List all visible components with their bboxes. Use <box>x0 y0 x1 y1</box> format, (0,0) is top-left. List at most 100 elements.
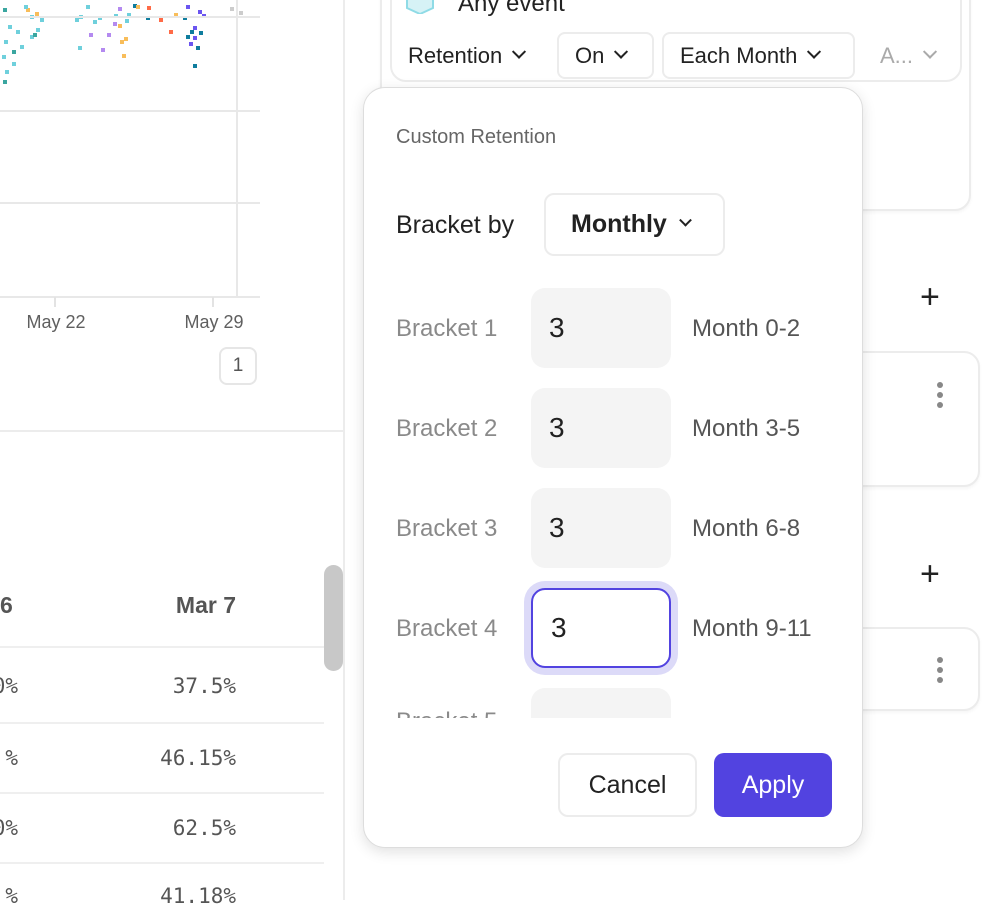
page-button[interactable]: 1 <box>219 347 257 385</box>
scatter-point <box>101 48 105 52</box>
apply-button[interactable]: Apply <box>714 753 832 817</box>
scatter-point <box>127 13 131 17</box>
x-tick <box>54 297 56 307</box>
scatter-point <box>8 25 12 29</box>
bracket-by-select[interactable]: Monthly <box>544 193 725 256</box>
table-cell: % <box>5 746 18 770</box>
chevron-down-icon <box>807 44 822 59</box>
table-cell: 41.18% <box>160 884 236 908</box>
bracket-1-input[interactable]: 3 <box>531 288 671 368</box>
scatter-point <box>75 18 79 22</box>
scatter-point <box>89 33 93 37</box>
row-divider <box>0 862 324 864</box>
bracket-list: Bracket 1 3 Month 0-2 Bracket 2 3 Month … <box>364 278 864 718</box>
scatter-point <box>239 11 243 15</box>
bracket-label: Bracket 5 <box>396 708 497 718</box>
event-hexagon-icon <box>406 0 434 14</box>
scatter-point <box>146 16 150 20</box>
more-dropdown[interactable]: A... <box>862 32 953 79</box>
column-header: Mar 7 <box>175 592 236 618</box>
popover-title: Custom Retention <box>396 126 557 148</box>
custom-retention-popover: Custom Retention Bracket by Monthly Brac… <box>363 87 863 848</box>
scatter-point <box>113 22 117 26</box>
table-cell: 46.15% <box>160 746 236 770</box>
dropdown-label: A... <box>880 42 914 68</box>
dropdown-label: On <box>575 42 605 68</box>
more-options-icon[interactable] <box>937 657 943 683</box>
gridline <box>0 202 260 204</box>
bracket-4-input[interactable]: 3 <box>531 588 671 668</box>
scatter-point <box>16 30 20 34</box>
more-options-icon[interactable] <box>937 382 943 408</box>
scatter-point <box>40 18 44 22</box>
add-icon[interactable]: + <box>920 555 940 593</box>
scatter-point <box>186 35 190 39</box>
bracket-range: Month 9-11 <box>692 615 812 642</box>
dropdown-label: Each Month <box>680 42 798 68</box>
scatter-point <box>26 8 30 12</box>
scatter-point <box>3 80 7 84</box>
scatter-point <box>125 19 129 23</box>
scatter-point <box>230 7 234 11</box>
chevron-down-icon <box>678 213 692 227</box>
scatter-point <box>193 36 197 40</box>
cancel-button[interactable]: Cancel <box>558 753 697 817</box>
retention-dropdown[interactable]: Retention <box>390 32 542 79</box>
gridline <box>0 16 260 18</box>
scatter-point <box>107 33 111 37</box>
scatter-point <box>183 16 187 20</box>
scatter-point <box>120 40 124 44</box>
scatter-point <box>124 37 128 41</box>
scatter-point <box>24 5 28 9</box>
each-month-dropdown[interactable]: Each Month <box>662 32 855 79</box>
add-icon[interactable]: + <box>920 278 940 316</box>
scatter-point <box>189 42 193 46</box>
scatter-point <box>3 8 7 12</box>
table-cell: 0% <box>0 816 18 840</box>
x-tick-label: May 29 <box>184 312 244 332</box>
on-dropdown[interactable]: On <box>557 32 654 79</box>
scatter-point <box>12 62 16 66</box>
event-row <box>390 0 962 82</box>
x-axis-line <box>0 296 260 298</box>
scatter-point <box>4 40 8 44</box>
row-divider <box>0 722 324 724</box>
chart-panel: May 22 May 29 1 6 Mar 7 0% 37.5% % 46.15… <box>0 0 345 908</box>
table-cell: 62.5% <box>172 816 236 840</box>
divider <box>0 430 345 432</box>
scatter-point <box>118 7 122 11</box>
scatter-point <box>33 33 37 37</box>
scatter-point <box>98 16 102 20</box>
scatter-point <box>199 31 203 35</box>
scatter-point <box>93 20 97 24</box>
chevron-down-icon <box>922 44 938 59</box>
chevron-down-icon <box>614 44 629 59</box>
table-cell: % <box>5 884 18 908</box>
bracket-label: Bracket 4 <box>396 615 498 642</box>
bracket-3-input[interactable]: 3 <box>531 488 671 568</box>
scatter-point <box>174 13 178 17</box>
scatter-point <box>86 5 90 9</box>
dropdown-label: Retention <box>408 42 503 68</box>
chevron-down-icon <box>512 44 527 59</box>
bracket-label: Bracket 3 <box>396 515 498 542</box>
bracket-by-label: Bracket by <box>396 211 515 239</box>
scatter-point <box>78 46 82 50</box>
scatter-point <box>5 70 9 74</box>
bracket-label: Bracket 1 <box>396 315 498 342</box>
scatter-point <box>190 30 194 34</box>
scatter-point <box>196 46 200 50</box>
table-cell: 37.5% <box>172 674 236 698</box>
bracket-5-input[interactable] <box>531 688 671 718</box>
scatter-point <box>20 45 24 49</box>
scatter-point <box>198 10 202 14</box>
scatter-point <box>122 54 126 58</box>
event-label[interactable]: Any event <box>458 0 565 17</box>
bracket-2-input[interactable]: 3 <box>531 388 671 468</box>
scatter-point <box>2 55 6 59</box>
scrollbar-thumb[interactable] <box>324 565 343 671</box>
x-tick-label: May 22 <box>26 312 86 332</box>
column-header: 6 <box>0 592 13 618</box>
scatter-point <box>193 26 197 30</box>
scatter-point <box>186 5 190 9</box>
